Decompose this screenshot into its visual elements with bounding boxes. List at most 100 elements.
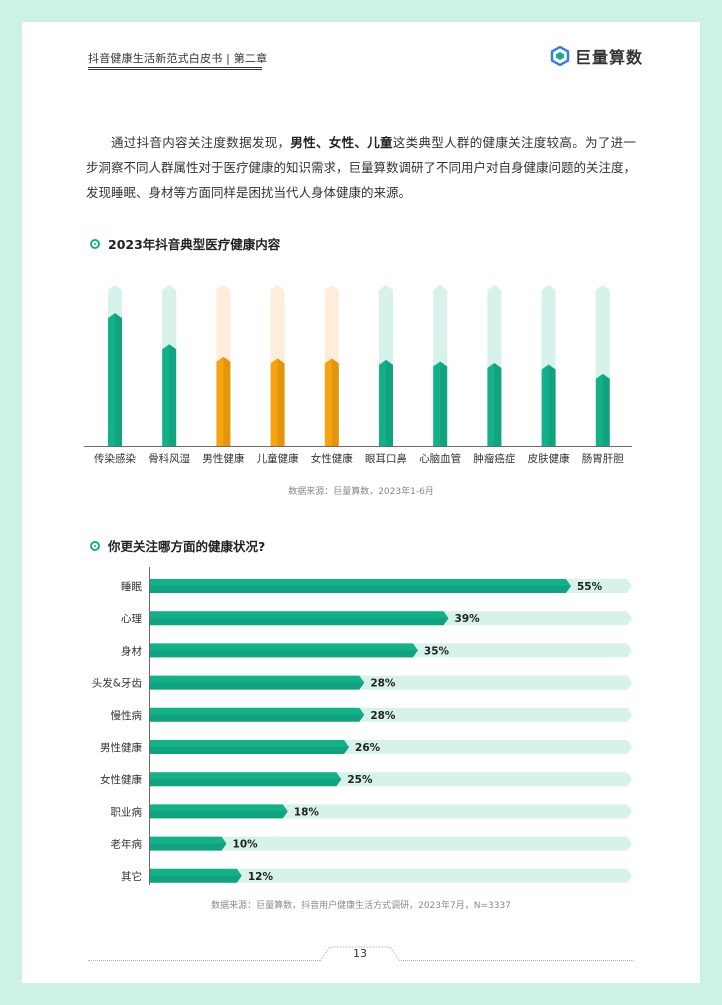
- header-underline-2: [88, 69, 262, 70]
- bar-shade: [150, 714, 365, 722]
- category-label: 老年病: [111, 838, 143, 851]
- bar-shade: [150, 875, 242, 883]
- column-bar: [433, 285, 448, 446]
- category-label: 睡眠: [121, 580, 142, 593]
- category-label: 儿童健康: [257, 452, 299, 465]
- category-label: 慢性病: [111, 709, 143, 722]
- bar-value: [150, 675, 365, 690]
- intro-text-2: 这类典型人群的健康关注度较高。为了进一步洞察不同人群属性对于医疗健康的知识需求，…: [86, 135, 637, 200]
- category-label: 肿瘤癌症: [473, 452, 515, 465]
- horizontal-bar: [150, 675, 632, 690]
- category-label: 传染感染: [94, 452, 136, 465]
- category-label: 眼耳口鼻: [365, 452, 407, 465]
- bar-value: [150, 804, 288, 819]
- bar-value: [150, 772, 342, 787]
- category-label: 其它: [121, 870, 142, 883]
- column-bar: [216, 285, 231, 446]
- page-number-tab: [320, 946, 400, 962]
- column-bar: [487, 285, 502, 446]
- header-underline: [88, 67, 262, 68]
- column-value: [324, 358, 339, 446]
- category-label: 男性健康: [100, 741, 142, 754]
- bar-value: [150, 836, 227, 851]
- value-label: 12%: [248, 871, 274, 883]
- brand-logo: 巨量算数: [550, 44, 643, 68]
- bullet-circle-icon: [90, 238, 100, 249]
- value-label: 18%: [294, 806, 320, 818]
- column-shade: [277, 358, 285, 446]
- document-title: 抖音健康生活新范式白皮书 | 第二章: [88, 52, 268, 65]
- brand-mark-icon: [550, 46, 570, 66]
- value-label: 10%: [233, 839, 259, 851]
- bar-shade: [150, 811, 288, 819]
- value-label: 28%: [370, 678, 396, 690]
- bar-value: [150, 868, 242, 883]
- category-label: 头发&牙齿: [92, 677, 142, 690]
- section2-title: 你更关注哪方面的健康状况?: [108, 539, 266, 554]
- column-bar: [108, 285, 122, 446]
- column-value: [162, 344, 177, 446]
- intro-text-1: 通过抖音内容关注度数据发现，: [111, 135, 291, 150]
- column-value: [487, 363, 502, 446]
- bar-shade: [150, 682, 365, 690]
- category-label: 心理: [121, 613, 142, 625]
- column-shade: [440, 361, 448, 446]
- horizontal-bar: [150, 643, 632, 658]
- category-label: 皮肤健康: [528, 452, 570, 465]
- column-value: [108, 313, 122, 446]
- health-concern-bar-chart: 睡眠 55% 心理 39% 身材 35% 头发&牙齿 28% 慢性病 28% 男性健康 26% 女性健康…: [92, 567, 632, 885]
- bar-shade: [150, 779, 342, 787]
- column-value: [541, 364, 556, 446]
- bar-shade: [150, 618, 449, 626]
- bar-shade: [150, 586, 571, 593]
- bar-shade: [150, 650, 418, 658]
- brand-name: 巨量算数: [575, 48, 644, 67]
- column-bar: [379, 285, 393, 446]
- horizontal-bar: [150, 836, 632, 851]
- column-bar: [595, 285, 610, 446]
- value-label: 25%: [347, 774, 373, 786]
- value-label: 55%: [577, 581, 603, 593]
- health-content-bar-chart: 传染感染 骨科风湿 男性健康 儿童健康 女性健康 眼耳口鼻 心脑血管 肿瘤癌症 皮肤健康 肠胃肝胆: [84, 285, 632, 465]
- horizontal-bar: [150, 804, 632, 819]
- horizontal-bar: [150, 868, 632, 883]
- horizontal-bar: [150, 707, 632, 722]
- page-number: 13: [353, 947, 367, 960]
- bar-shade: [150, 843, 227, 851]
- report-page: 抖音健康生活新范式白皮书 | 第二章 巨量算数 通过抖音内容关注度数据发现，男性…: [22, 22, 700, 983]
- bar-value: [150, 740, 350, 754]
- intro-paragraph: 通过抖音内容关注度数据发现，男性、女性、儿童这类典型人群的健康关注度较高。为了进…: [86, 130, 636, 205]
- column-bar: [162, 285, 177, 446]
- intro-bold-groups: 男性、女性、儿童: [290, 135, 393, 150]
- bar-value: [150, 643, 418, 658]
- column-bar: [324, 285, 339, 446]
- bar-shade: [150, 747, 350, 754]
- bar-value: [150, 707, 365, 722]
- category-label: 心脑血管: [419, 452, 461, 465]
- column-shade: [331, 358, 339, 446]
- value-label: 39%: [455, 613, 481, 625]
- bar-value: [150, 579, 571, 593]
- category-label: 女性健康: [100, 773, 142, 786]
- category-label: 身材: [121, 644, 142, 657]
- category-label: 女性健康: [311, 452, 353, 465]
- bullet-circle-icon: [90, 540, 100, 551]
- section1-title: 2023年抖音典型医疗健康内容: [108, 237, 281, 252]
- bar-track: [150, 836, 632, 851]
- column-bar: [541, 285, 556, 446]
- column-value: [379, 359, 393, 446]
- column-shade: [548, 364, 556, 446]
- column-shade: [494, 363, 502, 446]
- horizontal-bar: [150, 611, 632, 626]
- column-shade: [386, 359, 393, 446]
- value-label: 28%: [370, 710, 396, 722]
- horizontal-bar: [150, 772, 632, 787]
- column-value: [595, 373, 610, 446]
- column-value: [216, 356, 231, 446]
- bar-value: [150, 611, 449, 626]
- chart2-source: 数据来源：巨量算数，抖音用户健康生活方式调研，2023年7月，N=3337: [211, 901, 511, 911]
- value-label: 35%: [424, 645, 450, 657]
- chart1-source: 数据来源：巨量算数，2023年1-6月: [288, 487, 434, 497]
- horizontal-bar: [150, 579, 632, 593]
- column-value: [433, 361, 448, 446]
